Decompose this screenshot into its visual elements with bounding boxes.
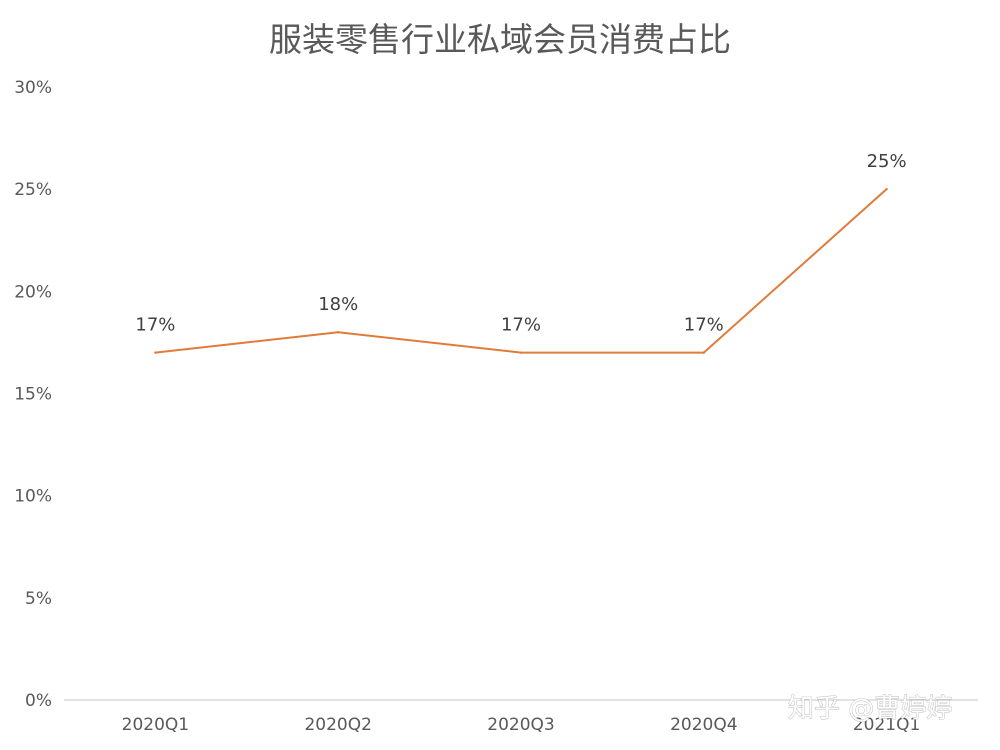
series-line-segment — [702, 188, 888, 354]
y-tick-label: 20% — [14, 282, 52, 302]
watermark: 知乎 @曹婷婷 — [788, 694, 952, 724]
data-point — [885, 187, 888, 191]
x-tick-label: 2021Q1 — [853, 715, 920, 735]
data-label: 17% — [501, 315, 541, 336]
x-axis: 2020Q1 2020Q2 2020Q3 2020Q4 2021Q1 — [122, 715, 921, 735]
data-label: 18% — [318, 294, 358, 315]
data-labels: 17% 18% 17% 17% 25% — [135, 151, 906, 335]
series-line-segment — [337, 331, 522, 354]
x-tick-label: 2020Q3 — [487, 715, 554, 735]
series-layer — [154, 187, 888, 354]
y-tick-label: 30% — [14, 78, 52, 98]
y-tick-label: 10% — [14, 487, 52, 507]
data-label: 25% — [867, 151, 907, 172]
data-label: 17% — [684, 315, 724, 336]
y-tick-label: 0% — [25, 691, 52, 711]
x-tick-label: 2020Q4 — [670, 715, 737, 735]
data-point — [337, 331, 340, 334]
data-point — [154, 351, 157, 354]
y-axis: 0% 5% 10% 15% 20% 25% 30% — [14, 78, 52, 711]
series-line-segment — [154, 331, 340, 354]
y-tick-label: 5% — [25, 589, 52, 609]
data-point — [519, 351, 523, 354]
data-label: 17% — [135, 315, 175, 336]
x-tick-label: 2020Q1 — [122, 715, 189, 735]
y-tick-label: 15% — [14, 385, 52, 405]
data-point — [702, 351, 705, 354]
chart-title: 服装零售行业私域会员消费占比 — [269, 20, 731, 59]
y-tick-label: 25% — [14, 180, 52, 200]
x-tick-label: 2020Q2 — [304, 715, 371, 735]
